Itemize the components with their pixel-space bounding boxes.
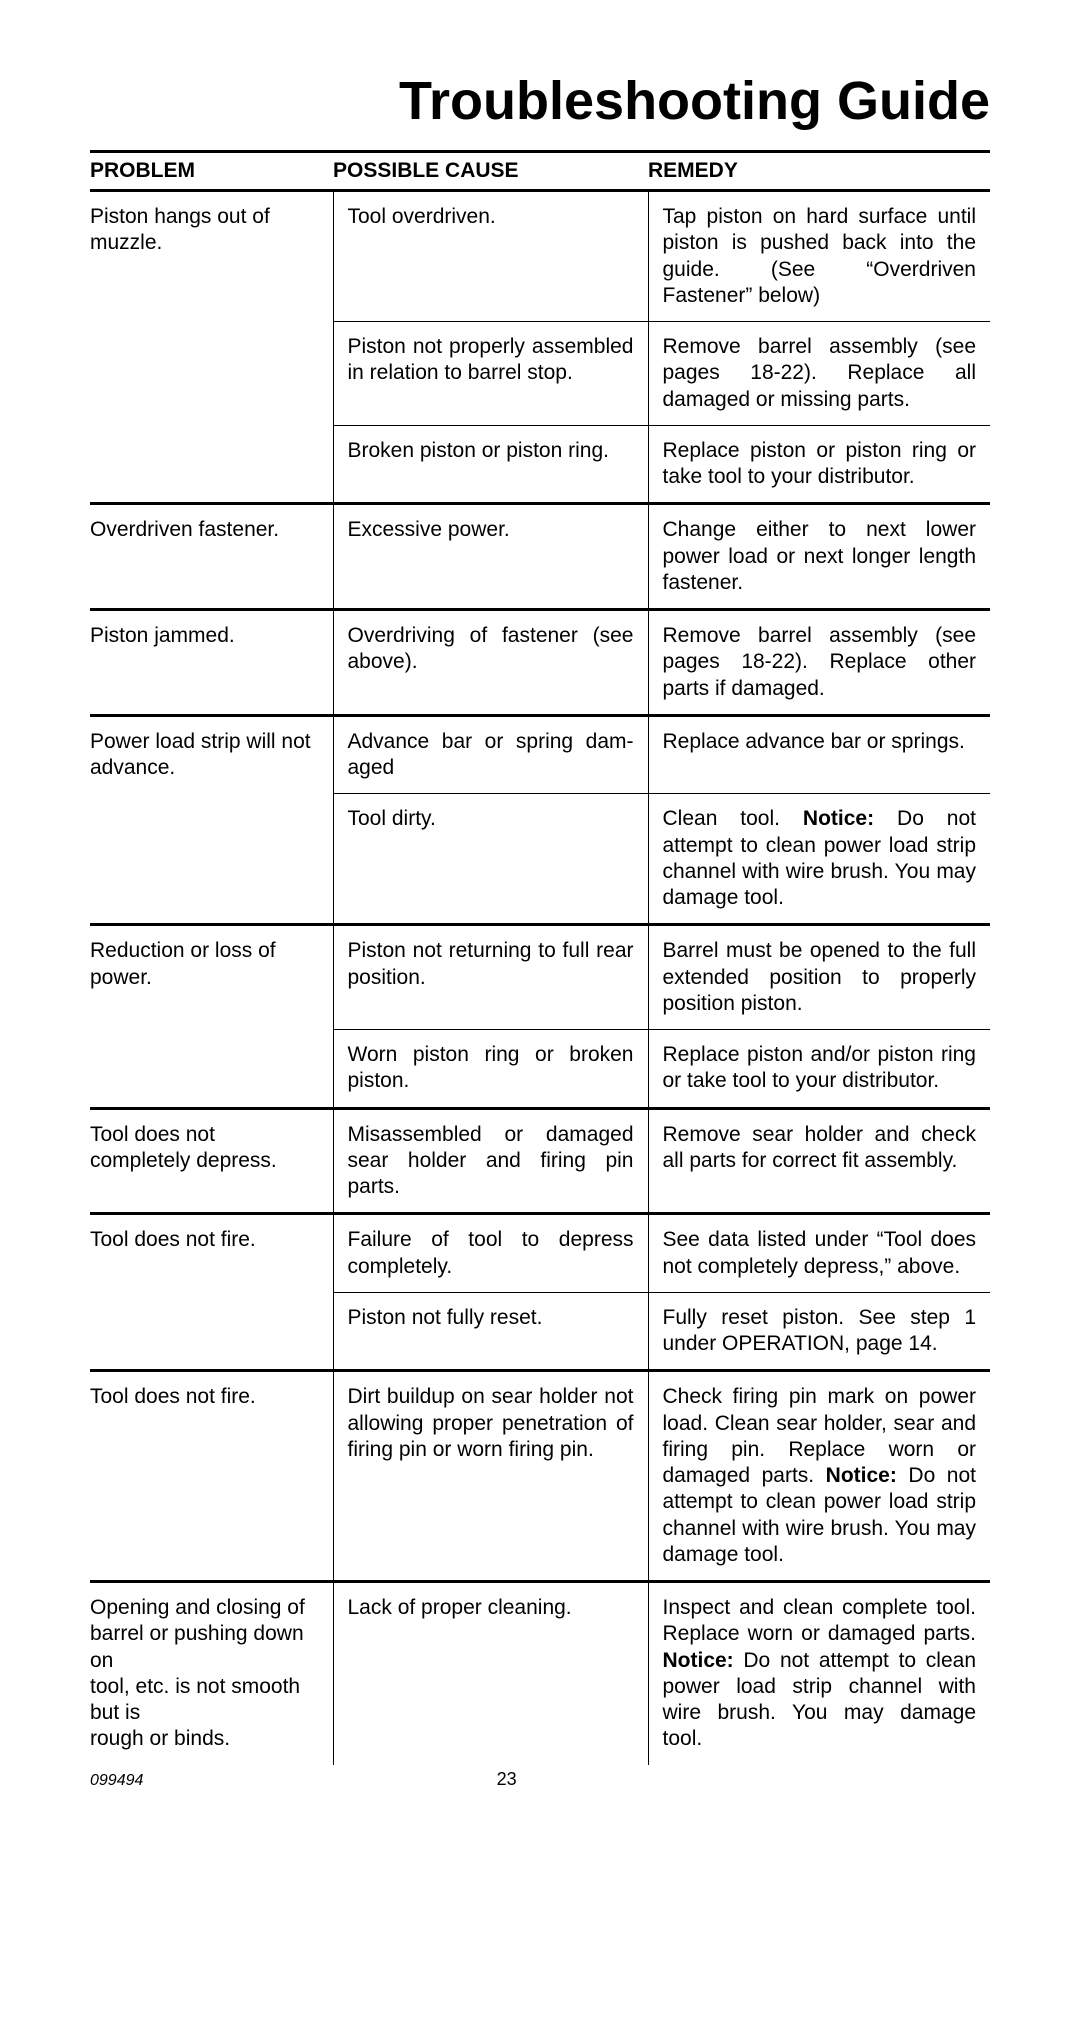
table-row: Tool does not fire.Dirt buildup on sear …: [90, 1371, 990, 1582]
table-row: Piston hangs out of muzzle.Tool overdriv…: [90, 191, 990, 322]
cell-cause: Broken piston or piston ring.: [333, 425, 648, 504]
cell-cause: Failure of tool to depress completely.: [333, 1214, 648, 1293]
cell-remedy: Remove sear holder and check all parts f…: [648, 1108, 990, 1214]
cell-cause: Worn piston ring or broken piston.: [333, 1030, 648, 1109]
cell-problem: Piston hangs out of muzzle.: [90, 191, 333, 504]
cell-cause: Piston not returning to full rear positi…: [333, 925, 648, 1030]
cell-remedy: Replace piston or piston ring or take to…: [648, 425, 990, 504]
cell-cause: Misassembled or damaged sear holder and …: [333, 1108, 648, 1214]
page: Troubleshooting Guide PROBLEM POSSIBLE C…: [0, 0, 1080, 1830]
cell-remedy: Replace advance bar or springs.: [648, 715, 990, 794]
page-title: Troubleshooting Guide: [90, 70, 990, 132]
cell-remedy: Remove barrel assembly (see pages 18-22)…: [648, 322, 990, 426]
cell-problem: Tool does not fire.: [90, 1214, 333, 1371]
cell-problem: Opening and closing of barrel or pushing…: [90, 1582, 333, 1765]
cell-problem: Piston jammed.: [90, 610, 333, 716]
cell-cause: Excessive power.: [333, 504, 648, 610]
cell-problem: Power load strip will not advance.: [90, 715, 333, 925]
cell-cause: Dirt buildup on sear holder not allowing…: [333, 1371, 648, 1582]
page-number: 23: [83, 1769, 930, 1790]
cell-problem: Tool does not completely depress.: [90, 1108, 333, 1214]
cell-remedy: See data listed under “Tool does not com…: [648, 1214, 990, 1293]
cell-cause: Tool overdriven.: [333, 191, 648, 322]
cell-cause: Overdriving of fastener (see above).: [333, 610, 648, 716]
cell-remedy: Replace piston and/or piston ring or tak…: [648, 1030, 990, 1109]
cell-problem: Reduction or loss of power.: [90, 925, 333, 1108]
cell-cause: Advance bar or spring dam­aged: [333, 715, 648, 794]
table-row: Overdriven fastener.Excessive power.Chan…: [90, 504, 990, 610]
cell-remedy: Barrel must be opened to the full extend…: [648, 925, 990, 1030]
table-row: Tool does not completely depress.Misasse…: [90, 1108, 990, 1214]
cell-problem: Tool does not fire.: [90, 1371, 333, 1582]
cell-cause: Lack of proper cleaning.: [333, 1582, 648, 1765]
col-cause: POSSIBLE CAUSE: [333, 152, 648, 191]
table-header-row: PROBLEM POSSIBLE CAUSE REMEDY: [90, 152, 990, 191]
table-row: Reduction or loss of power.Piston not re…: [90, 925, 990, 1030]
cell-remedy: Inspect and clean complete tool. Replace…: [648, 1582, 990, 1765]
col-remedy: REMEDY: [648, 152, 990, 191]
table-row: Power load strip will not advance.Advanc…: [90, 715, 990, 794]
troubleshooting-table: PROBLEM POSSIBLE CAUSE REMEDY Piston han…: [90, 150, 990, 1765]
cell-cause: Piston not fully reset.: [333, 1292, 648, 1371]
cell-remedy: Check firing pin mark on power load. Cle…: [648, 1371, 990, 1582]
page-footer: 099494 23: [90, 1769, 990, 1790]
table-row: Tool does not fire.Failure of tool to de…: [90, 1214, 990, 1293]
cell-remedy: Tap piston on hard surface until piston …: [648, 191, 990, 322]
cell-remedy: Remove barrel assembly (see pages 18-22)…: [648, 610, 990, 716]
cell-cause: Piston not properly as­sembled in relati…: [333, 322, 648, 426]
table-row: Piston jammed.Overdriving of fastener (s…: [90, 610, 990, 716]
table-row: Opening and closing of barrel or pushing…: [90, 1582, 990, 1765]
cell-problem: Overdriven fastener.: [90, 504, 333, 610]
cell-remedy: Change either to next lower power load o…: [648, 504, 990, 610]
cell-remedy: Clean tool. Notice: Do not attempt to cl…: [648, 794, 990, 925]
cell-cause: Tool dirty.: [333, 794, 648, 925]
cell-remedy: Fully reset piston. See step 1 under OPE…: [648, 1292, 990, 1371]
col-problem: PROBLEM: [90, 152, 333, 191]
